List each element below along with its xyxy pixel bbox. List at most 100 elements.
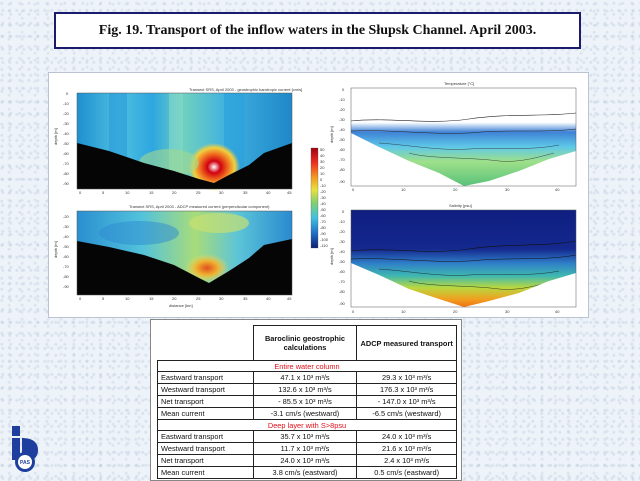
section-label: Deep layer with S>8psu: [157, 419, 457, 431]
svg-text:-70: -70: [63, 264, 70, 269]
svg-text:-40: -40: [63, 131, 70, 136]
row-label: Net transport: [157, 454, 254, 467]
svg-text:5: 5: [102, 296, 105, 301]
adcp-value: -6.5 cm/s (westward): [356, 407, 457, 420]
slide-title-text: Fig. 19. Transport of the inflow waters …: [98, 22, 537, 38]
svg-text:40: 40: [555, 187, 560, 192]
table-row: Net transport 24.0 x 10³ m³/s 2.4 x 10³ m³…: [157, 454, 457, 467]
svg-text:10: 10: [401, 309, 406, 314]
panel-geostrophic: Transect SRS, April 2003 - geostrophic b…: [53, 87, 302, 195]
panel-title-temperature: Temperature [°C]: [444, 81, 474, 86]
adcp-value: 176.3 x 10³ m³/s: [356, 383, 457, 396]
svg-text:-30: -30: [63, 121, 70, 126]
adcp-value: 21.6 x 10³ m³/s: [356, 442, 457, 455]
svg-text:50: 50: [320, 147, 325, 152]
colorbar: 50 40 30 20 10 0 -10 -20 -30 -40 -50 -60…: [310, 147, 329, 249]
ylabel-top-left: depth [m]: [53, 128, 58, 145]
svg-text:-70: -70: [320, 219, 327, 224]
baroclinic-value: 132.6 x 10³ m³/s: [252, 383, 358, 396]
panel-title-geostrophic: Transect SRS, April 2003 - geostrophic b…: [189, 87, 302, 92]
svg-text:30: 30: [219, 296, 224, 301]
row-label: Net transport: [157, 395, 254, 408]
row-label: Westward transport: [157, 383, 254, 396]
xlabel-bottom-left: distance [km]: [169, 303, 193, 308]
svg-text:20: 20: [453, 187, 458, 192]
svg-text:0: 0: [320, 177, 323, 182]
svg-text:-90: -90: [339, 301, 346, 306]
table-row: Eastward transport 47.1 x 10³ m³/s 29.3 x …: [157, 371, 457, 384]
svg-text:45: 45: [287, 190, 292, 195]
svg-text:25: 25: [196, 296, 201, 301]
panel-salinity: Salinity [psu] 0 -10 -20 -30 -40 -50 -60…: [329, 203, 577, 314]
svg-text:30: 30: [505, 187, 510, 192]
transport-table-panel: Baroclinic geostrophic calculations ADCP…: [150, 319, 462, 481]
table-row: Westward transport 11.7 x 10³ m³/s 21.6 x …: [157, 442, 457, 455]
svg-text:0: 0: [79, 190, 82, 195]
panel-title-salinity: Salinity [psu]: [449, 203, 472, 208]
section-label: Entire water column: [157, 360, 457, 372]
svg-text:-50: -50: [339, 259, 346, 264]
adcp-value: 24.0 x 10³ m³/s: [356, 430, 457, 443]
svg-text:40: 40: [266, 296, 271, 301]
svg-text:-50: -50: [320, 207, 327, 212]
svg-text:-80: -80: [63, 171, 70, 176]
svg-text:10: 10: [401, 187, 406, 192]
svg-text:-100: -100: [320, 237, 329, 242]
table-row: Eastward transport 35.7 x 10³ m³/s 24.0 x …: [157, 430, 457, 443]
svg-text:40: 40: [555, 309, 560, 314]
table-row: Mean current 3.8 cm/s (eastward) 0.5 cm/s …: [157, 466, 457, 479]
svg-text:-90: -90: [63, 284, 70, 289]
svg-text:-10: -10: [339, 97, 346, 102]
svg-text:-20: -20: [320, 189, 327, 194]
svg-text:15: 15: [149, 190, 154, 195]
svg-text:30: 30: [505, 309, 510, 314]
logo-text: PAS: [20, 460, 31, 466]
transport-table: Baroclinic geostrophic calculations ADCP…: [157, 325, 457, 479]
institute-logo-icon: PAS: [12, 426, 38, 472]
svg-text:10: 10: [320, 171, 325, 176]
adcp-value: - 147.0 x 10³ m³/s: [356, 395, 457, 408]
svg-text:-30: -30: [63, 224, 70, 229]
svg-text:-110: -110: [320, 243, 328, 248]
row-label: Eastward transport: [157, 371, 254, 384]
svg-text:-60: -60: [63, 151, 70, 156]
svg-text:40: 40: [266, 190, 271, 195]
row-label: Mean current: [157, 466, 254, 479]
svg-text:-70: -70: [339, 279, 346, 284]
svg-text:-60: -60: [339, 269, 346, 274]
slide-title: Fig. 19. Transport of the inflow waters …: [54, 12, 581, 49]
svg-text:-20: -20: [63, 111, 70, 116]
figure-panel: Transect SRS, April 2003 - geostrophic b…: [48, 72, 589, 318]
svg-text:-60: -60: [320, 213, 327, 218]
ylabel-top-right: depth [m]: [329, 126, 334, 143]
svg-text:15: 15: [149, 296, 154, 301]
baroclinic-value: 11.7 x 10³ m³/s: [252, 442, 358, 455]
svg-text:-30: -30: [320, 195, 327, 200]
svg-text:10: 10: [125, 190, 130, 195]
svg-text:20: 20: [172, 190, 177, 195]
table-header-blank: [157, 325, 254, 361]
svg-text:40: 40: [320, 153, 325, 158]
adcp-value: 0.5 cm/s (eastward): [356, 466, 457, 479]
svg-text:0: 0: [79, 296, 82, 301]
svg-text:-30: -30: [339, 239, 346, 244]
col-header-adcp: ADCP measured transport: [356, 325, 457, 361]
svg-text:45: 45: [287, 296, 292, 301]
section-header-row: Deep layer with S>8psu: [157, 419, 457, 431]
svg-text:-40: -40: [320, 201, 327, 206]
svg-text:0: 0: [66, 91, 69, 96]
svg-text:35: 35: [243, 296, 248, 301]
table-header-row: Baroclinic geostrophic calculations ADCP…: [157, 325, 457, 361]
svg-text:-90: -90: [339, 179, 346, 184]
baroclinic-value: 24.0 x 10³ m³/s: [252, 454, 358, 467]
svg-text:-90: -90: [320, 231, 327, 236]
adcp-value: 2.4 x 10³ m³/s: [356, 454, 457, 467]
panel-temperature: Temperature [°C] 0 -10 -20 -30 -40 -50 -…: [329, 81, 577, 192]
panel-adcp: Transect SRS, April 2003 - ADCP measured…: [53, 204, 293, 308]
table-row: Westward transport 132.6 x 10³ m³/s 176.3 …: [157, 383, 457, 396]
table-row: Net transport - 85.5 x 10³ m³/s - 147.0 x …: [157, 395, 457, 408]
row-label: Mean current: [157, 407, 254, 420]
svg-text:-60: -60: [339, 147, 346, 152]
svg-text:5: 5: [102, 190, 105, 195]
svg-text:-50: -50: [339, 137, 346, 142]
